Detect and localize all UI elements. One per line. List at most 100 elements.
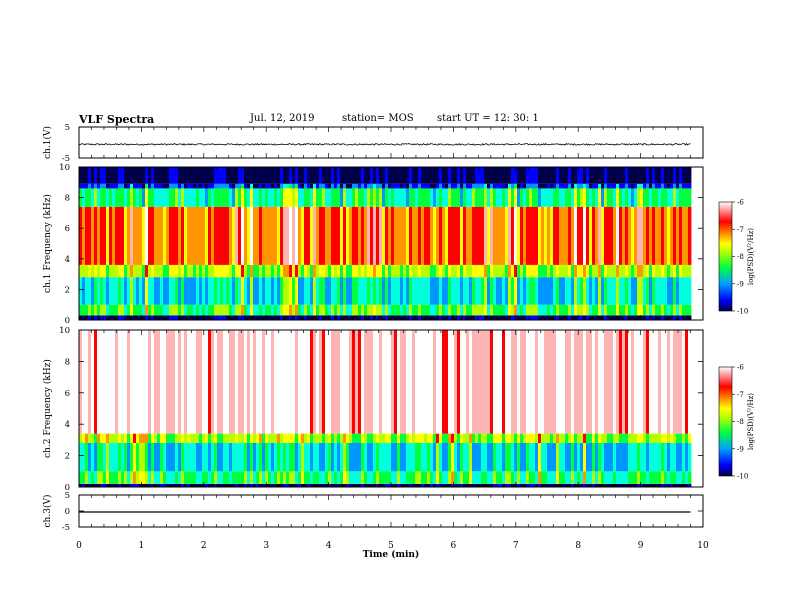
spectrogram-cell [355,471,359,484]
spectrogram-cell [520,443,524,472]
spectrogram-cell [505,483,509,487]
spectrogram-cell [511,315,515,320]
spectrogram-cell [202,330,206,434]
spectrogram-cell [349,183,353,189]
spectrogram-cell [562,443,566,472]
spectrogram-cell [559,304,563,316]
spectrogram-cell [349,167,353,184]
spectrogram-cell [106,167,110,184]
spectrogram-cell [322,183,326,189]
spectrogram-cell [478,277,482,305]
spectrogram-cell [472,304,476,316]
spectrogram-cell [652,471,656,484]
spectrogram-cell [283,304,287,316]
spectrogram-cell [532,315,536,320]
spectrogram-cell [250,277,254,305]
spectrogram-cell [226,330,230,434]
spectrogram-cell [157,471,161,484]
spectrogram-cell [532,188,536,207]
spectrogram-cell [382,330,386,434]
spectrogram-cell [121,433,125,443]
spectrogram-cell [649,188,653,207]
spectrogram-cell [328,167,332,184]
spectrogram-cell [208,433,212,443]
spectrogram-cell [358,443,362,472]
spectrogram-cell [466,471,470,484]
spectrogram-cell [298,277,302,305]
spectrogram-cell [520,330,524,434]
spectrogram-cell [313,183,317,189]
spectrogram-cell [220,304,224,316]
spectrogram-cell [643,206,647,265]
spectrogram-cell [529,188,533,207]
spectrogram-cell [259,304,263,316]
spectrogram-cell [361,315,365,320]
spectrogram-cell [340,167,344,184]
spectrogram-cell [487,443,491,472]
spectrogram-cell [280,206,284,265]
spectrogram-cell [547,277,551,305]
spectrogram-cell [355,206,359,265]
spectrogram-cell [235,483,239,487]
spectrogram-cell [580,471,584,484]
spectrogram-cell [682,471,686,484]
spectrogram-cell [349,304,353,316]
spectrogram-cell [556,264,560,278]
spectrogram-cell [415,167,419,184]
spectrogram-cell [661,433,665,443]
spectrogram-cell [514,188,518,207]
spectrogram-cell [595,206,599,265]
spectrogram-cell [247,277,251,305]
spectrogram-cell [262,433,266,443]
spectrogram-cell [112,264,116,278]
spectrogram-cell [559,330,563,434]
spectrogram-cell [613,188,617,207]
spectrogram-cell [151,206,155,265]
spectrogram-cell [103,330,107,434]
spectrogram-cell [334,443,338,472]
spectrogram-cell [181,443,185,472]
spectrogram-cell [601,471,605,484]
spectrogram-cell [223,483,227,487]
spectrogram-cell [130,315,134,320]
spectrogram-cell [382,315,386,320]
spectrogram-cell [631,330,635,434]
spectrogram-cell [457,206,461,265]
spectrogram-cell [658,167,662,184]
spectrogram-cell [151,277,155,305]
spectrogram-cell [538,483,542,487]
spectrogram-cell [268,277,272,305]
spectrogram-cell [118,433,122,443]
spectrogram-cell [289,167,293,184]
spectrogram-cell [643,483,647,487]
spectrogram-cell [412,188,416,207]
spectrogram-cell [190,188,194,207]
spectrogram-cell [451,264,455,278]
spectrogram-cell [598,443,602,472]
spectrogram-cell [148,277,152,305]
spectrogram-cell [118,167,122,184]
spectrogram-cell [265,206,269,265]
spectrogram-cell [400,183,404,189]
spectrogram-cell [388,483,392,487]
spectrogram-cell [592,471,596,484]
spectrogram-cell [199,206,203,265]
spectrogram-cell [199,277,203,305]
spectrogram-cell [256,277,260,305]
spectrogram-cell [205,330,209,434]
spectrogram-cell [664,443,668,472]
spectrogram-cell [121,330,125,434]
spectrogram-cell [409,188,413,207]
spectrogram-cell [145,167,149,184]
spectrogram-cell [505,443,509,472]
spectrogram-cell [598,483,602,487]
spectrogram-cell [484,264,488,278]
spectrogram-cell [208,183,212,189]
spectrogram-cell [448,471,452,484]
spectrogram-cell [133,277,137,305]
spectrogram-cell [202,443,206,472]
spectrogram-cell [421,304,425,316]
spectrogram-cell [85,433,89,443]
spectrogram-cell [547,206,551,265]
spectrogram-cell [415,471,419,484]
